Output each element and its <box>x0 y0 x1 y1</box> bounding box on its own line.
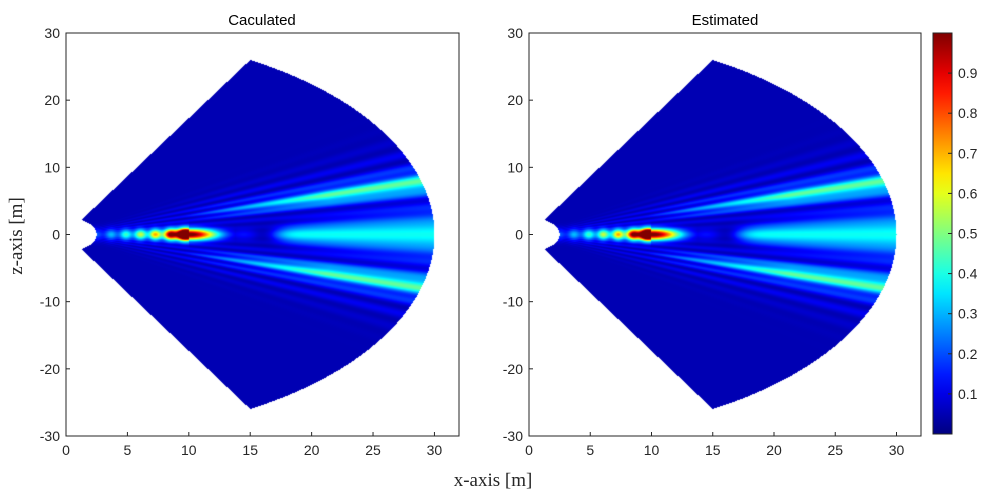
colorbar-ticks: 0.1 0.2 0.3 0.4 0.5 0.6 0.7 0.8 0.9 <box>948 65 978 402</box>
heatmap-image <box>66 33 459 436</box>
y-ticks: -30 -20 -10 0 10 20 30 <box>503 25 533 444</box>
y-tick-label: -10 <box>503 294 523 310</box>
y-tick-label: 20 <box>507 92 523 108</box>
colorbar-tick-label: 0.9 <box>958 65 978 81</box>
colorbar-tick-label: 0.7 <box>958 145 978 161</box>
x-tick-label: 0 <box>62 442 70 458</box>
y-tick-label: 0 <box>52 227 60 243</box>
y-tick-label: 30 <box>44 25 60 41</box>
x-tick-label: 30 <box>427 442 443 458</box>
colorbar-tick-label: 0.5 <box>958 226 978 242</box>
x-tick-label: 15 <box>242 442 258 458</box>
x-tick-label: 20 <box>304 442 320 458</box>
x-tick-label: 25 <box>827 442 843 458</box>
colorbar-tick-label: 0.8 <box>958 105 978 121</box>
heatmap-image <box>529 33 921 436</box>
y-tick-label: -20 <box>503 361 523 377</box>
x-ticks: 0 5 10 15 20 25 30 <box>525 432 904 458</box>
colorbar-tick-label: 0.4 <box>958 266 978 282</box>
y-tick-label: -30 <box>40 428 60 444</box>
y-tick-label: 30 <box>507 25 523 41</box>
y-ticks: -30 -20 -10 0 10 20 30 <box>40 25 70 444</box>
chart-title: Caculated <box>228 12 296 29</box>
y-tick-label: 20 <box>44 92 60 108</box>
y-tick-label: 0 <box>515 227 523 243</box>
colorbar-tick-label: 0.6 <box>958 185 978 201</box>
panel-caculated: Caculated 0 5 10 15 20 25 30 -30 -20 -10 0 10 20 30 <box>40 12 460 458</box>
y-tick-label: 10 <box>44 159 60 175</box>
x-tick-label: 30 <box>889 442 905 458</box>
x-tick-label: 15 <box>705 442 721 458</box>
y-tick-label: -10 <box>40 294 60 310</box>
chart-title: Estimated <box>692 12 759 29</box>
y-tick-label: -30 <box>503 428 523 444</box>
panel-estimated: Estimated 0 5 10 15 20 25 30 -30 -20 -10 0 10 20 30 <box>503 12 922 458</box>
x-tick-label: 25 <box>365 442 381 458</box>
colorbar-tick-label: 0.1 <box>958 386 978 402</box>
x-tick-label: 5 <box>586 442 594 458</box>
x-ticks: 0 5 10 15 20 25 30 <box>62 432 442 458</box>
x-axis-label: x-axis [m] <box>454 470 533 491</box>
y-tick-label: -20 <box>40 361 60 377</box>
y-tick-label: 10 <box>507 159 523 175</box>
x-tick-label: 10 <box>644 442 660 458</box>
x-tick-label: 20 <box>766 442 782 458</box>
colorbar-tick-label: 0.3 <box>958 306 978 322</box>
x-tick-label: 5 <box>124 442 132 458</box>
x-tick-label: 0 <box>525 442 533 458</box>
y-axis-label: z-axis [m] <box>6 197 27 275</box>
colorbar-tick-label: 0.2 <box>958 346 978 362</box>
colorbar: 0.1 0.2 0.3 0.4 0.5 0.6 0.7 0.8 0.9 <box>932 32 978 435</box>
x-tick-label: 10 <box>181 442 197 458</box>
